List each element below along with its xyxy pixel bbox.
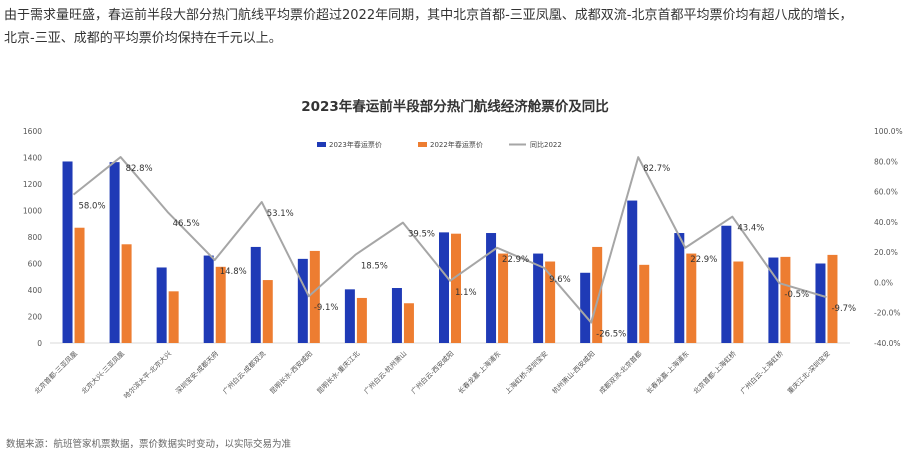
chart-title: 2023年春运前半段部分热门航线经济舱票价及同比 [301, 99, 609, 115]
yoy-data-label: 1.1% [455, 288, 477, 298]
yoy-data-label: 39.5% [408, 230, 435, 240]
bar-2023 [391, 288, 402, 343]
bar-2023 [580, 272, 591, 343]
bar-2022 [827, 254, 838, 343]
x-tick-label: 长春龙嘉-上海浦东 [644, 349, 691, 396]
intro-text: 由于需求量旺盛，春运前半段大部分热门航线平均票价超过2022年同期，其中北京首都… [4, 4, 906, 50]
bar-2022 [309, 250, 320, 343]
y2-tick-label: -40.0% [874, 339, 901, 348]
legend-swatch [317, 142, 326, 147]
intro-line-1: 由于需求量旺盛，春运前半段大部分热门航线平均票价超过2022年同期，其中北京首都… [4, 8, 853, 23]
bar-2023 [109, 162, 120, 343]
bar-2023 [768, 257, 779, 343]
bar-2023 [297, 258, 308, 343]
y2-tick-label: 20.0% [874, 248, 898, 257]
yoy-data-label: 22.9% [502, 255, 529, 265]
y-tick-label: 800 [28, 233, 43, 242]
x-tick-label: 北京大兴-三亚凤凰 [79, 349, 126, 396]
bar-2023 [62, 161, 73, 343]
bar-2022 [74, 227, 85, 343]
yoy-data-label: 53.1% [267, 209, 294, 219]
y2-tick-label: 80.0% [874, 157, 898, 166]
x-tick-label: 哈尔滨太平-北京大兴 [122, 349, 173, 400]
yoy-data-label: 18.5% [361, 261, 388, 271]
bar-2022 [121, 244, 132, 343]
bar-2023 [486, 233, 497, 343]
y-tick-label: 1400 [23, 154, 42, 163]
y2-tick-label: -20.0% [874, 309, 901, 318]
bar-2022 [451, 233, 461, 343]
data-source-note: 数据来源：航班管家机票数据，票价数据实时变动，以实际交易为准 [6, 439, 292, 450]
bar-2023 [156, 267, 167, 343]
x-tick-label: 成都双流-北京首都 [597, 349, 644, 396]
bar-2023 [815, 263, 826, 343]
bar-2022 [639, 264, 650, 343]
yoy-data-label: 82.7% [643, 164, 670, 174]
legend-swatch [418, 142, 427, 147]
bar-2023 [627, 200, 638, 343]
yoy-data-label: 22.9% [690, 255, 717, 265]
yoy-data-label: 58.0% [79, 202, 106, 212]
x-tick-label: 北京首都-三亚凤凰 [32, 349, 79, 396]
bar-2022 [356, 297, 367, 343]
yoy-data-label: 14.8% [220, 267, 247, 277]
bar-2022 [262, 280, 273, 343]
x-tick-label: 广州白云-成都双流 [221, 349, 268, 396]
bar-2023 [344, 289, 355, 343]
bar-2023 [439, 232, 449, 343]
y-tick-label: 600 [28, 260, 43, 269]
chart-container: 2023年春运前半段部分热门航线经济舱票价及同比 0 200 400 600 800 10… [0, 90, 910, 430]
y2-tick-label: 40.0% [874, 218, 898, 227]
bar-2023 [721, 225, 732, 343]
yoy-line [72, 156, 827, 324]
yoy-data-label: 82.8% [126, 164, 153, 174]
legend-label: 2023年春运票价 [329, 140, 382, 149]
fare-chart: 0 200 400 600 800 1000 1200 1400 1600 -40.0% -20.0… [23, 127, 903, 400]
legend-label: 同比2022 [530, 140, 562, 149]
y-tick-label: 1600 [23, 127, 42, 136]
bar-2023 [533, 253, 544, 343]
yoy-data-label: -0.5% [784, 290, 809, 300]
x-tick-label: 深圳宝安-成都天府 [174, 349, 221, 396]
bar-2022 [733, 261, 744, 343]
bar-2023 [674, 233, 685, 343]
bar-2022 [168, 291, 179, 343]
bar-2022 [403, 303, 414, 343]
yoy-data-label: 43.4% [737, 224, 764, 234]
bar-2023 [250, 246, 261, 343]
x-tick-label: 北京首都-上海虹桥 [691, 349, 738, 396]
yoy-data-label: 46.5% [173, 219, 200, 229]
y-tick-label: 0 [37, 339, 42, 348]
y2-tick-label: 0.0% [874, 278, 893, 287]
x-tick-label: 上海虹桥-深圳宝安 [503, 349, 550, 396]
x-tick-label: 昆明长水-西安咸阳 [268, 349, 315, 396]
yoy-data-label: -9.1% [314, 303, 339, 313]
bar-2022 [592, 246, 603, 343]
x-tick-label: 广州白云-杭州萧山 [362, 349, 409, 396]
x-tick-label: 广州白云-上海虹桥 [738, 349, 785, 396]
y2-tick-label: 100.0% [874, 127, 903, 136]
bar-2022 [780, 256, 791, 343]
y-tick-label: 1200 [23, 180, 42, 189]
bar-2022 [545, 261, 556, 343]
legend-label: 2022年春运票价 [430, 140, 483, 149]
bar-2023 [203, 255, 214, 343]
x-tick-label: 广州白云-西安咸阳 [409, 349, 456, 396]
x-tick-label: 杭州萧山-西安咸阳 [550, 349, 597, 396]
intro-line-2: 北京-三亚、成都的平均票价均保持在千元以上。 [4, 31, 282, 46]
y-tick-label: 400 [28, 286, 43, 295]
y-tick-label: 1000 [23, 207, 42, 216]
yoy-data-label: -9.7% [831, 304, 856, 314]
yoy-data-label: 9.6% [549, 275, 571, 285]
y2-tick-label: 60.0% [874, 188, 898, 197]
x-tick-label: 昆明长水-重庆江北 [315, 349, 362, 396]
bar-2022 [498, 253, 509, 343]
x-tick-label: 重庆江北-深圳宝安 [785, 349, 832, 396]
bar-2022 [686, 253, 697, 343]
y-tick-label: 200 [28, 313, 43, 322]
bar-2022 [215, 266, 226, 343]
yoy-data-label: -26.5% [596, 330, 626, 340]
x-tick-label: 长春龙嘉-上海浦东 [456, 349, 503, 396]
